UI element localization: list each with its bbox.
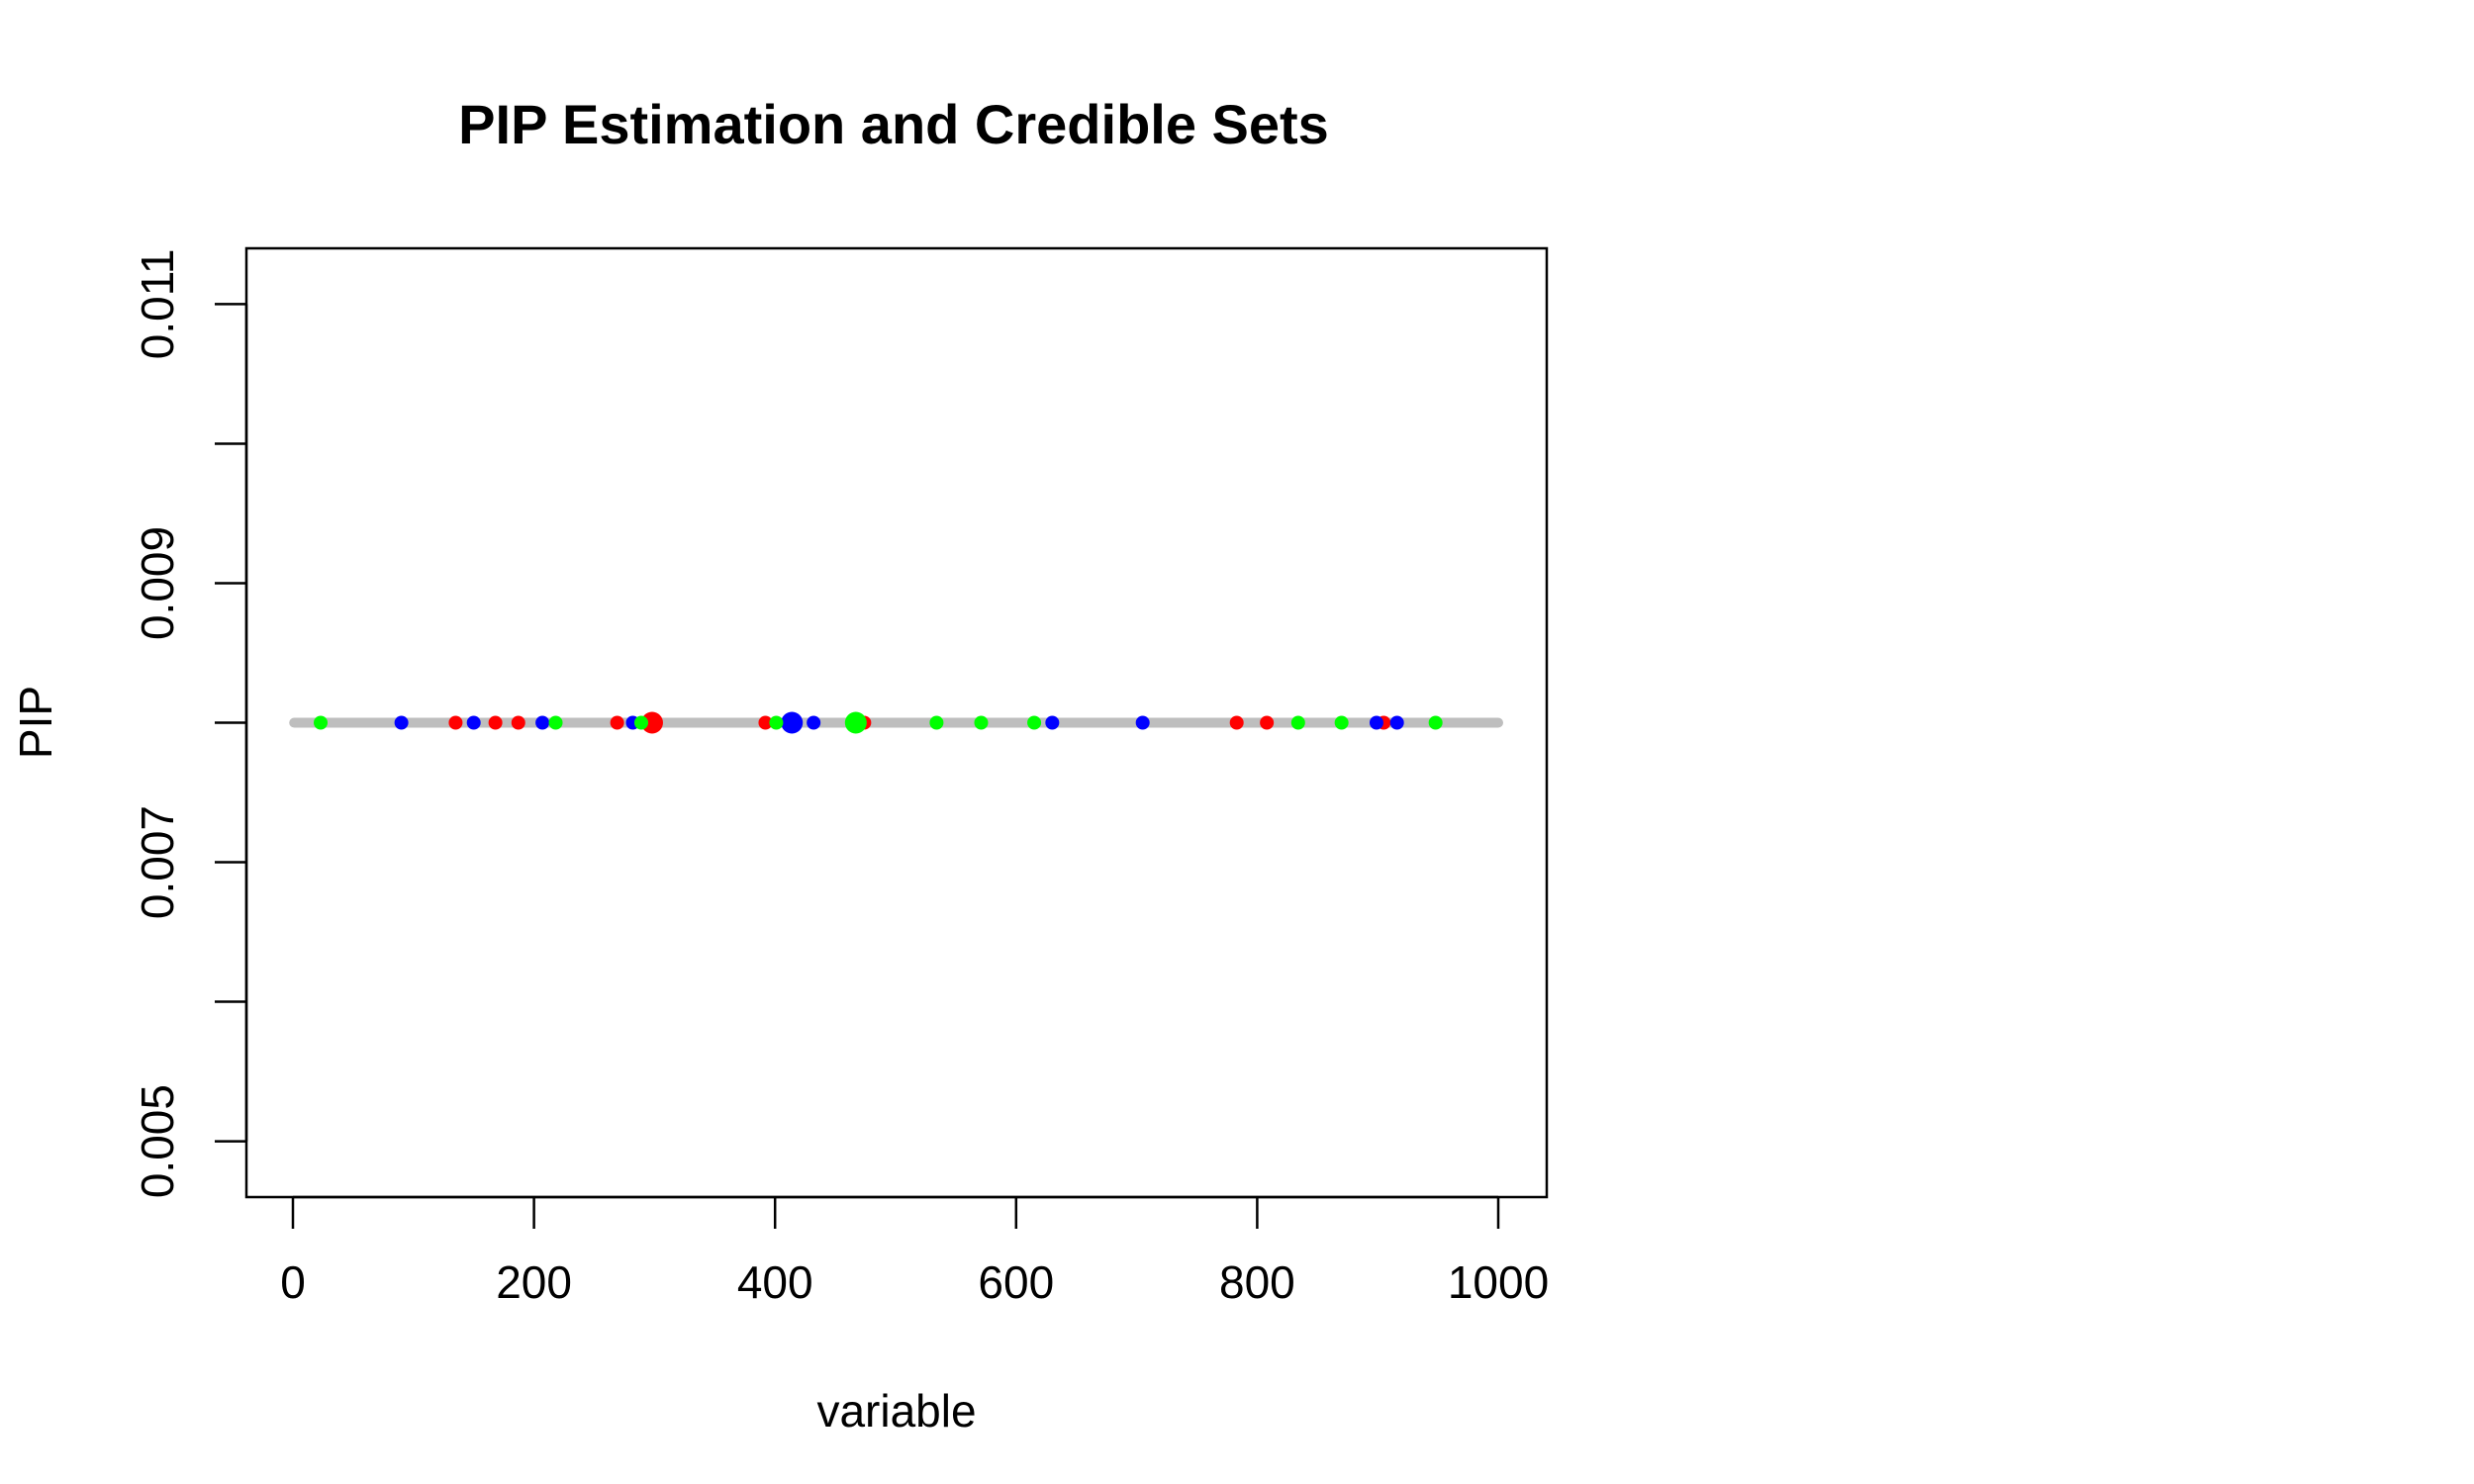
data-point [1135,715,1150,730]
data-point [769,715,784,730]
data-point [758,715,773,730]
y-tick-label: 0.005 [132,1084,183,1198]
data-point [610,715,624,730]
data-point [1229,715,1244,730]
data-point [511,715,525,730]
data-point [1428,715,1443,730]
chart-title: PIP Estimation and Credible Sets [458,93,1329,155]
y-tick-label: 0.009 [132,526,183,640]
data-point [640,711,663,734]
points-layer [314,711,1443,734]
x-tick-label: 200 [496,1256,572,1308]
data-point [1045,715,1060,730]
data-point [548,715,563,730]
data-point [781,711,804,734]
x-axis-label: variable [816,1385,976,1437]
y-tick-label: 0.011 [132,249,183,360]
data-point [1389,715,1404,730]
x-tick-label: 400 [737,1256,813,1308]
x-tick-label: 1000 [1448,1256,1549,1308]
data-point [535,715,550,730]
data-point [844,711,867,734]
data-point [807,715,821,730]
data-point [394,715,409,730]
data-point [488,715,503,730]
data-point [1260,715,1275,730]
y-tick-label: 0.007 [132,805,183,919]
data-point [1027,715,1042,730]
data-point [448,715,463,730]
x-axis: 0 200 400 600 800 1000 [280,1195,1549,1308]
data-point [929,715,944,730]
data-point [314,715,329,730]
x-tick-label: 600 [978,1256,1054,1308]
data-point [466,715,481,730]
data-point [634,715,649,730]
data-point [1369,715,1383,730]
data-point [974,715,989,730]
y-axis: 0.005 0.007 0.009 0.011 [132,249,248,1198]
x-tick-label: 0 [280,1256,306,1308]
y-axis-label: PIP [10,686,61,759]
data-point [1334,715,1349,730]
x-tick-label: 800 [1219,1256,1295,1308]
data-point [1290,715,1305,730]
